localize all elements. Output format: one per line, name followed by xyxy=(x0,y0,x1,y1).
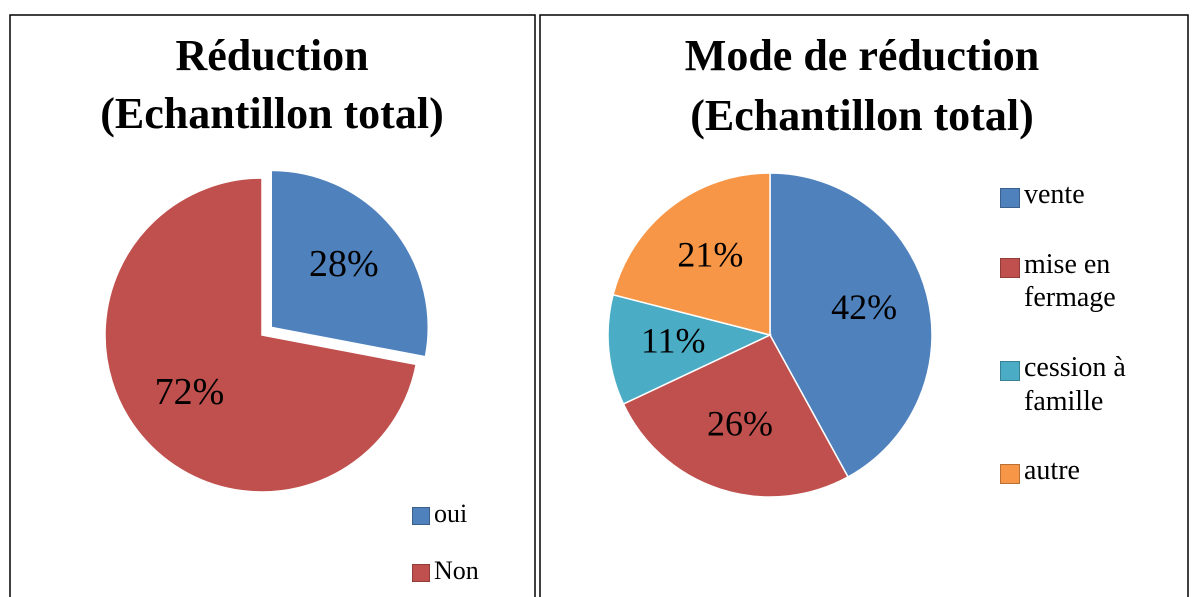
pie-slice xyxy=(104,177,418,493)
data-label: 28% xyxy=(309,243,379,285)
data-label: 21% xyxy=(677,234,743,274)
legend-item: oui xyxy=(412,498,522,529)
legend-swatch xyxy=(1000,187,1020,208)
pie-slice xyxy=(607,293,773,405)
legend-label: oui xyxy=(434,499,468,528)
legend-label: cession à famille xyxy=(1024,352,1126,417)
legend-swatch xyxy=(412,563,430,582)
legend-item: Non xyxy=(412,555,522,586)
legend-label: autre xyxy=(1024,455,1080,487)
data-label: 11% xyxy=(641,320,706,360)
legend: oui Non xyxy=(412,498,522,586)
panel-border xyxy=(539,14,1189,597)
chart-title: Mode de réduction xyxy=(685,31,1039,80)
legend-swatch xyxy=(1000,360,1020,381)
panel-border xyxy=(9,14,536,597)
data-label: 42% xyxy=(831,287,897,327)
pie-slice xyxy=(769,172,933,478)
legend-item: mise en fermage xyxy=(1000,248,1180,315)
pie-slice xyxy=(622,334,850,498)
chart-title: (Echantillon total) xyxy=(100,89,443,138)
legend-swatch xyxy=(1000,464,1020,485)
legend-swatch xyxy=(412,507,430,526)
chart-title: Réduction xyxy=(175,31,368,80)
data-label: 26% xyxy=(707,404,773,444)
legend-label: vente xyxy=(1024,179,1085,210)
legend-item: vente xyxy=(1000,178,1180,212)
legend-item: cession à famille xyxy=(1000,351,1180,418)
chart-title: (Echantillon total) xyxy=(690,91,1033,140)
data-label: 72% xyxy=(155,371,225,413)
legend-swatch xyxy=(1000,257,1020,278)
pie-slice xyxy=(612,172,771,336)
legend-label: mise en fermage xyxy=(1024,248,1116,314)
legend-label: Non xyxy=(434,555,479,585)
legend: vente mise en fermage cession à famille aut… xyxy=(1000,178,1180,488)
pie-slice xyxy=(270,169,429,358)
legend-item: autre xyxy=(1000,454,1180,488)
